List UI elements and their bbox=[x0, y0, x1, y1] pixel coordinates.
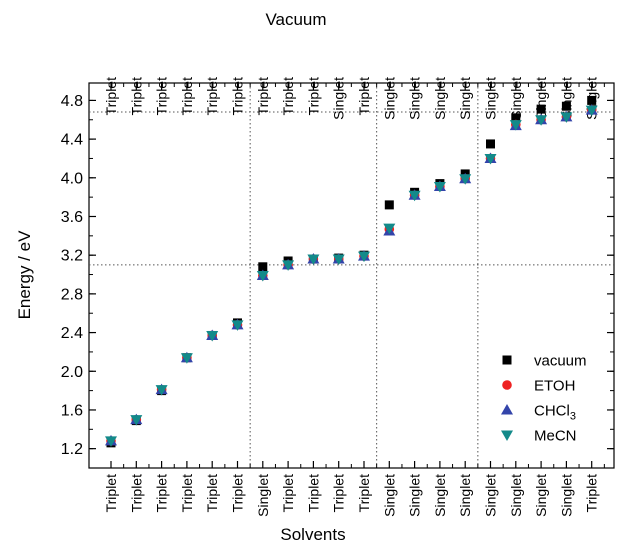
top-axis-title: Vacuum bbox=[265, 10, 326, 29]
y-tick-label: 2.8 bbox=[61, 286, 83, 303]
vacuum-point bbox=[511, 113, 521, 123]
top-category-label: Triplet bbox=[356, 77, 372, 115]
mecn-point bbox=[585, 105, 598, 117]
bottom-category-label: Triplet bbox=[230, 474, 246, 512]
legend-label-mecn: MeCN bbox=[534, 428, 577, 445]
top-category-label: Triplet bbox=[255, 77, 271, 115]
mecn-point bbox=[155, 385, 168, 396]
vacuum-point bbox=[561, 101, 571, 111]
bottom-category-label: Triplet bbox=[154, 474, 170, 512]
y-tick-labels: 1.2 1.6 2.0 2.4 2.8 3.2 3.6 4.0 4.4 4.8 bbox=[61, 93, 83, 458]
vacuum-point bbox=[486, 139, 495, 149]
y-tick-label: 4.0 bbox=[61, 170, 83, 187]
y-tick-label: 2.0 bbox=[61, 364, 83, 381]
top-category-label: Triplet bbox=[179, 77, 195, 115]
top-category-label: Triplet bbox=[154, 77, 170, 115]
legend: vacuum ETOH CHCl3 MeCN bbox=[501, 353, 587, 445]
bottom-category-label: Triplet bbox=[356, 474, 372, 512]
mecn-point bbox=[256, 271, 269, 282]
top-category-label: Singlet bbox=[508, 77, 524, 120]
y-axis-title: Energy / eV bbox=[15, 230, 34, 319]
legend-marker-mecn bbox=[501, 430, 513, 441]
y-tick-label: 4.8 bbox=[61, 93, 83, 110]
vacuum-point bbox=[384, 200, 394, 210]
top-category-label: Triplet bbox=[204, 77, 220, 115]
mecn-point bbox=[459, 174, 472, 185]
mecn-point bbox=[282, 260, 295, 271]
bottom-category-label: Singlet bbox=[558, 474, 574, 517]
mecn-point bbox=[358, 251, 370, 263]
vacuum-point bbox=[258, 262, 268, 272]
mecn-point bbox=[433, 182, 446, 193]
legend-marker-vacuum bbox=[502, 355, 512, 365]
top-category-label: Triplet bbox=[280, 77, 296, 115]
legend-label-chcl3: CHCl3 bbox=[534, 403, 576, 423]
bottom-category-label: Singlet bbox=[508, 474, 524, 517]
mecn-point bbox=[535, 115, 548, 126]
bottom-category-label: Singlet bbox=[381, 474, 397, 517]
top-category-label: Singlet bbox=[483, 77, 499, 120]
mecn-point bbox=[307, 254, 320, 266]
mecn-point bbox=[484, 153, 497, 165]
bottom-category-label: Singlet bbox=[407, 474, 423, 517]
legend-label-vacuum: vacuum bbox=[534, 353, 587, 370]
top-category-label: Singlet bbox=[457, 77, 473, 120]
legend-marker-etoh bbox=[502, 380, 512, 390]
top-category-label: Singlet bbox=[432, 77, 448, 120]
top-category-label: Triplet bbox=[103, 77, 119, 115]
y-tick-label: 4.4 bbox=[61, 132, 83, 149]
y-tick-label: 1.2 bbox=[61, 441, 83, 458]
bottom-category-label: Singlet bbox=[483, 474, 499, 517]
top-category-label: Singlet bbox=[331, 77, 347, 120]
vacuum-point bbox=[536, 104, 546, 114]
mecn-point bbox=[180, 353, 193, 364]
bottom-category-label: Triplet bbox=[128, 474, 144, 512]
y-tick-label: 1.6 bbox=[61, 402, 83, 419]
bottom-category-label: Triplet bbox=[103, 474, 119, 512]
top-category-label: Triplet bbox=[128, 77, 144, 115]
legend-subscript: 3 bbox=[570, 411, 576, 423]
mecn-point bbox=[560, 112, 573, 123]
y-tick-label: 3.6 bbox=[61, 209, 83, 226]
bottom-category-label: Singlet bbox=[255, 474, 271, 517]
bottom-axis-title: Solvents bbox=[280, 525, 345, 544]
mecn-point bbox=[509, 120, 522, 131]
bottom-category-labels: Triplet Triplet Triplet Triplet Triplet Tripl… bbox=[103, 474, 600, 517]
legend-label-etoh: ETOH bbox=[534, 378, 575, 395]
mecn-point bbox=[408, 190, 421, 202]
reference-lines bbox=[89, 83, 614, 468]
legend-marker-chcl3 bbox=[501, 404, 513, 415]
bottom-category-label: Singlet bbox=[432, 474, 448, 517]
bottom-category-label: Triplet bbox=[204, 474, 220, 512]
mecn-point bbox=[231, 320, 244, 331]
data-points bbox=[105, 95, 598, 448]
y-tick-label: 3.2 bbox=[61, 248, 83, 265]
vacuum-point bbox=[587, 95, 597, 105]
bottom-category-label: Singlet bbox=[457, 474, 473, 517]
top-category-label: Triplet bbox=[305, 77, 321, 115]
mecn-point bbox=[332, 254, 345, 266]
y-tick-label: 2.4 bbox=[61, 325, 83, 342]
top-category-label: Singlet bbox=[407, 77, 423, 120]
mecn-point bbox=[206, 330, 219, 342]
top-category-label: Singlet bbox=[381, 77, 397, 120]
bottom-category-label: Triplet bbox=[584, 474, 600, 512]
top-category-label: Triplet bbox=[230, 77, 246, 115]
bottom-category-label: Triplet bbox=[179, 474, 195, 512]
bottom-category-label: Singlet bbox=[533, 474, 549, 517]
mecn-point bbox=[130, 415, 143, 426]
mecn-point bbox=[383, 223, 396, 235]
mecn-point bbox=[105, 436, 117, 447]
bottom-category-label: Triplet bbox=[280, 474, 296, 512]
bottom-category-label: Triplet bbox=[331, 474, 347, 512]
axis-ticks bbox=[89, 83, 614, 469]
bottom-category-label: Triplet bbox=[305, 474, 321, 512]
